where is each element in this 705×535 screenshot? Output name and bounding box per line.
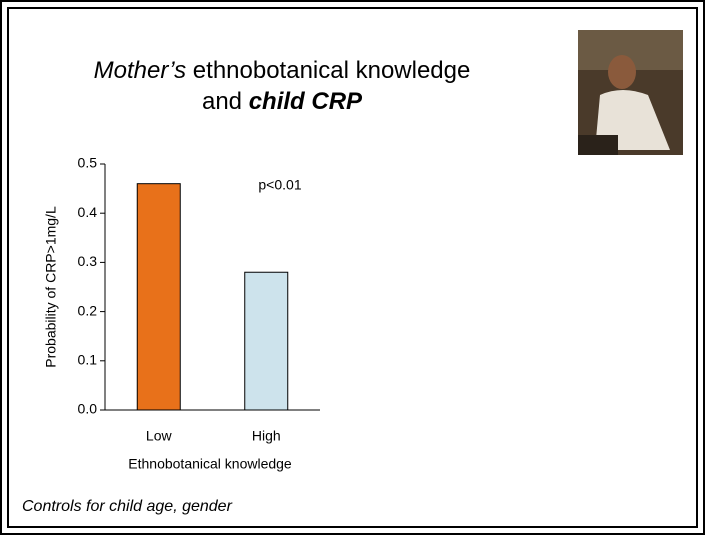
title-part: Mother’s <box>94 57 186 84</box>
y-axis-label: Probability of CRP>1mg/L <box>43 206 59 368</box>
photo-floor <box>578 135 618 155</box>
title-part: child CRP <box>249 88 363 115</box>
y-tick-label: 0.5 <box>78 155 98 171</box>
photo-face <box>608 55 636 89</box>
y-tick-label: 0.3 <box>78 253 98 269</box>
title-line-2: and child CRP <box>202 88 363 115</box>
y-tick-label: 0.1 <box>78 352 98 368</box>
title-part: ethnobotanical knowledge <box>193 57 471 84</box>
annotation: p<0.01 <box>258 177 301 193</box>
x-axis-label: Ethnobotanical knowledge <box>128 456 292 472</box>
bar <box>245 272 288 410</box>
y-tick-label: 0.2 <box>78 302 98 318</box>
x-tick-label: Low <box>146 428 173 444</box>
footnote: Controls for child age, gender <box>22 498 233 515</box>
y-tick-label: 0.0 <box>78 401 98 417</box>
photo <box>578 30 683 155</box>
x-tick-label: High <box>252 428 281 444</box>
slide: Mother’s ethnobotanical knowledge and ch… <box>0 0 705 535</box>
bar <box>137 184 180 410</box>
title-part: and <box>202 88 242 115</box>
title-line-1: Mother’s ethnobotanical knowledge <box>94 57 471 84</box>
y-tick-label: 0.4 <box>78 204 98 220</box>
